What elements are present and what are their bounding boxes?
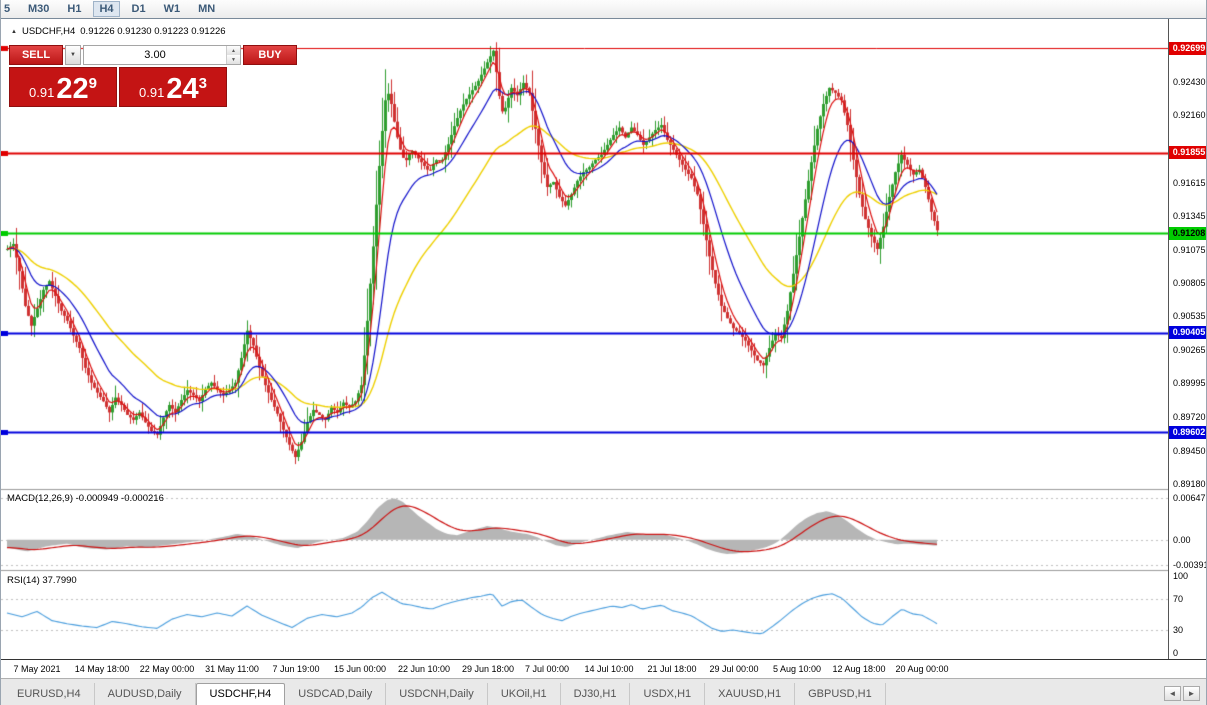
time-tick: 7 May 2021 [13, 664, 61, 674]
price-tick: 0.89180 [1173, 479, 1206, 490]
time-tick: 15 Jun 00:00 [333, 664, 387, 674]
time-axis[interactable]: 7 May 2021 14 May 18:00 22 May 00:00 31 May… [1, 659, 1206, 679]
volume-field[interactable]: ▲ ▼ [83, 45, 241, 65]
time-tick: 22 May 00:00 [139, 664, 195, 674]
time-tick: 7 Jul 00:00 [524, 664, 570, 674]
time-tick: 7 Jun 19:00 [272, 664, 320, 674]
price-tick: 0.90535 [1173, 311, 1206, 322]
chart-tab-bar: EURUSD,H4 AUDUSD,Daily USDCHF,H4 USDCAD,Dai… [1, 678, 1206, 705]
time-tick: 20 Aug 00:00 [895, 664, 949, 674]
timeframe-h1-button[interactable]: H1 [61, 1, 87, 17]
chart-tab-ukoil[interactable]: UKOil,H1 [488, 683, 561, 705]
timeframe-mn-button[interactable]: MN [192, 1, 221, 17]
symbol-title: USDCHF,H4 [21, 26, 76, 37]
price-axis[interactable]: 0.92430 0.92160 0.91615 0.91345 0.91075 0.908… [1168, 19, 1207, 659]
time-tick: 14 May 18:00 [74, 664, 130, 674]
chart-tab-dj30[interactable]: DJ30,H1 [561, 683, 631, 705]
timeframe-w1-button[interactable]: W1 [158, 1, 187, 17]
macd-tick: -0.00391 [1173, 560, 1207, 571]
one-click-trading-panel: SELL ▼ ▲ ▼ BUY 0.91 22 9 0.9 [9, 45, 297, 107]
volume-increase-icon[interactable]: ▲ [227, 46, 240, 55]
rsi-tick: 0 [1173, 648, 1179, 658]
volume-spinner: ▲ ▼ [226, 46, 240, 64]
macd-label: MACD(12,26,9) -0.000949 -0.000216 [7, 493, 164, 504]
symbol-header: ▲ USDCHF,H4 0.91226 0.91230 0.91223 0.91… [11, 26, 226, 37]
price-tick: 0.91345 [1173, 211, 1206, 222]
timeframe-m30-button[interactable]: M30 [22, 1, 55, 17]
macd-tick: 0.00 [1173, 534, 1191, 545]
sell-price-panel[interactable]: 0.91 22 9 [9, 67, 117, 107]
buy-price-prefix: 0.91 [139, 85, 165, 100]
price-chart-canvas[interactable] [1, 19, 1169, 659]
chart-tab-usdcad[interactable]: USDCAD,Daily [285, 683, 387, 705]
price-line-label: 0.91855 [1169, 146, 1206, 160]
volume-dropdown-icon[interactable]: ▼ [65, 45, 81, 65]
sell-button[interactable]: SELL [9, 45, 63, 65]
chart-tab-audusd[interactable]: AUDUSD,Daily [95, 683, 196, 705]
timeframe-d1-button[interactable]: D1 [126, 1, 152, 17]
chart-tab-usdcnh[interactable]: USDCNH,Daily [386, 683, 488, 705]
price-tick: 0.91075 [1173, 244, 1206, 255]
price-line-label: 0.89602 [1169, 425, 1206, 439]
buy-price-pips: 24 [166, 73, 199, 105]
price-line-label: 0.90405 [1169, 326, 1206, 340]
ohlc-values: 0.91226 0.91230 0.91223 0.91226 [80, 26, 226, 37]
chart-tab-eurusd[interactable]: EURUSD,H4 [4, 683, 95, 705]
time-tick: 14 Jul 10:00 [584, 664, 634, 674]
price-tick: 0.89720 [1173, 412, 1206, 423]
time-tick: 22 Jun 10:00 [397, 664, 451, 674]
time-tick: 5 Aug 10:00 [772, 664, 822, 674]
volume-decrease-icon[interactable]: ▼ [227, 55, 240, 64]
price-tick: 0.89995 [1173, 378, 1206, 389]
chart-tab-usdchf[interactable]: USDCHF,H4 [195, 683, 286, 705]
timeframe-h4-button[interactable]: H4 [93, 1, 120, 17]
time-tick: 29 Jul 00:00 [709, 664, 759, 674]
price-tick: 0.92160 [1173, 110, 1206, 121]
time-tick: 12 Aug 18:00 [832, 664, 886, 674]
chart-tab-gbpusd[interactable]: GBPUSD,H1 [795, 683, 886, 705]
volume-input[interactable] [84, 46, 226, 64]
chart-marker-icon: ▲ [11, 28, 17, 35]
price-line-label: 0.91208 [1169, 226, 1206, 240]
price-tick: 0.92430 [1173, 76, 1206, 87]
chart-tabs: EURUSD,H4 AUDUSD,Daily USDCHF,H4 USDCAD,Dai… [4, 683, 886, 705]
macd-tick: 0.00647 [1173, 492, 1206, 503]
rsi-tick: 70 [1173, 594, 1184, 605]
rsi-tick: 30 [1173, 624, 1184, 635]
buy-price-point: 3 [198, 75, 207, 92]
buy-button[interactable]: BUY [243, 45, 297, 65]
price-line-label: 0.92699 [1169, 41, 1206, 55]
sell-price-pips: 22 [56, 73, 89, 105]
tab-scroll-left-icon[interactable]: ◄ [1164, 686, 1181, 701]
time-tick: 31 May 11:00 [205, 664, 259, 674]
time-tick: 29 Jun 18:00 [461, 664, 515, 674]
timeframe-buttons: M30 H1 H4 D1 W1 MN [22, 1, 221, 17]
tab-scroll-buttons: ◄ ► [1164, 686, 1200, 701]
timeframe-toolbar: 5 M30 H1 H4 D1 W1 MN [1, 0, 1206, 19]
tab-scroll-right-icon[interactable]: ► [1183, 686, 1200, 701]
chart-tab-xauusd[interactable]: XAUUSD,H1 [705, 683, 796, 705]
rsi-label: RSI(14) 37.7990 [7, 575, 77, 586]
chart-window: ▲ USDCHF,H4 0.91226 0.91230 0.91223 0.91… [1, 18, 1207, 679]
buy-price-panel[interactable]: 0.91 24 3 [119, 67, 227, 107]
timeframe-m5-button[interactable]: 5 [4, 3, 11, 15]
price-tick: 0.90265 [1173, 344, 1206, 355]
sell-price-prefix: 0.91 [29, 85, 55, 100]
price-tick: 0.89450 [1173, 445, 1206, 456]
price-tick: 0.91615 [1173, 177, 1206, 188]
chart-tab-usdx[interactable]: USDX,H1 [630, 683, 706, 705]
price-tick: 0.90805 [1173, 277, 1206, 288]
rsi-tick: 100 [1173, 571, 1189, 581]
sell-price-point: 9 [88, 75, 97, 92]
time-tick: 21 Jul 18:00 [647, 664, 697, 674]
